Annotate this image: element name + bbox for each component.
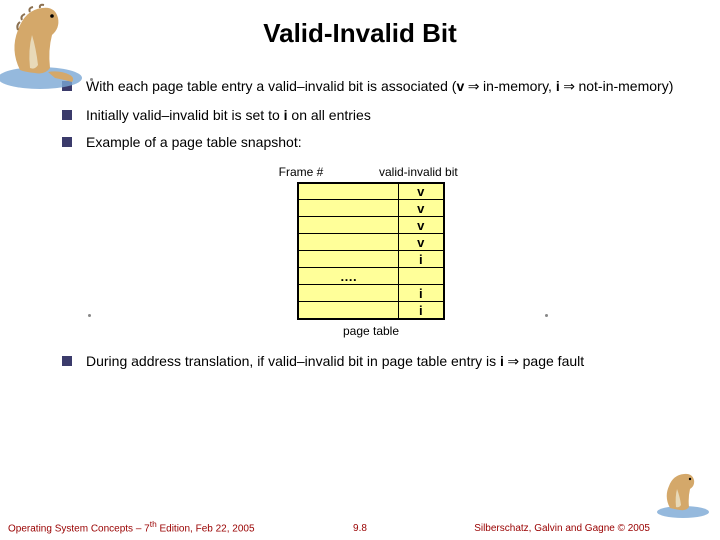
slide-title: Valid-Invalid Bit xyxy=(0,0,720,49)
text: on all entries xyxy=(288,107,371,123)
ellipsis-cell: …. xyxy=(298,268,398,285)
bit-cell: v xyxy=(398,183,444,200)
text: With each page table entry a valid–inval… xyxy=(86,78,456,94)
footer-center: 9.8 xyxy=(353,523,367,534)
table-row: i xyxy=(298,302,444,319)
bullet-1: With each page table entry a valid–inval… xyxy=(62,77,680,98)
bit-cell: i xyxy=(398,285,444,302)
table-row: v xyxy=(298,217,444,234)
text: Edition, Feb 22, 2005 xyxy=(157,523,255,534)
footer-right: Silberschatz, Galvin and Gagne © 2005 xyxy=(474,523,650,534)
arrow: ⇒ xyxy=(464,80,483,95)
bit-cell: i xyxy=(398,302,444,319)
sup: th xyxy=(150,519,157,529)
arrow: ⇒ xyxy=(560,80,579,95)
text: Operating System Concepts – 7 xyxy=(8,523,150,534)
bit-cell: v xyxy=(398,234,444,251)
dot-decoration xyxy=(545,314,548,317)
bullet-2: Initially valid–invalid bit is set to i … xyxy=(62,106,680,126)
text: During address translation, if valid–inv… xyxy=(86,353,500,369)
dot-decoration xyxy=(88,314,91,317)
text: not-in-memory) xyxy=(578,78,673,94)
bullet-3-text: Example of a page table snapshot: xyxy=(86,133,302,153)
bullet-3: Example of a page table snapshot: xyxy=(62,133,680,153)
bottom-bullet-area: During address translation, if valid–inv… xyxy=(0,338,720,373)
table-row: i xyxy=(298,251,444,268)
table-row: v xyxy=(298,200,444,217)
bit-cell: v xyxy=(398,200,444,217)
bullet-4: During address translation, if valid–inv… xyxy=(62,352,680,373)
arrow: ⇒ xyxy=(504,355,523,370)
table-row: v xyxy=(298,234,444,251)
page-table: v v v v i …. i i xyxy=(297,182,445,320)
header-valid: valid-invalid bit xyxy=(371,165,491,179)
table-caption: page table xyxy=(62,324,680,338)
bullet-2-text: Initially valid–invalid bit is set to i … xyxy=(86,106,371,126)
table-headers: Frame # valid-invalid bit xyxy=(62,165,680,179)
bullet-4-text: During address translation, if valid–inv… xyxy=(86,352,584,373)
footer-left: Operating System Concepts – 7th Edition,… xyxy=(8,519,255,534)
bullet-square-icon xyxy=(62,356,72,366)
bit-cell: v xyxy=(398,217,444,234)
text: Initially valid–invalid bit is set to xyxy=(86,107,284,123)
footer: Operating System Concepts – 7th Edition,… xyxy=(0,519,720,534)
bullet-square-icon xyxy=(62,110,72,120)
table-row: v xyxy=(298,183,444,200)
bullet-square-icon xyxy=(62,137,72,147)
text: page fault xyxy=(523,353,585,369)
dot-decoration xyxy=(90,78,93,81)
text: in-memory, xyxy=(483,78,556,94)
bullet-1-text: With each page table entry a valid–inval… xyxy=(86,77,673,98)
content-area: With each page table entry a valid–inval… xyxy=(0,49,720,338)
dinosaur-logo-bottom xyxy=(657,470,712,518)
dot-decoration xyxy=(132,358,135,361)
dinosaur-logo-top xyxy=(0,0,85,90)
table-row: i xyxy=(298,285,444,302)
bit-cell: i xyxy=(398,251,444,268)
header-frame: Frame # xyxy=(251,165,371,179)
ellipsis-row: …. xyxy=(298,268,444,285)
page-table-diagram: Frame # valid-invalid bit v v v v i …. i… xyxy=(62,165,680,338)
